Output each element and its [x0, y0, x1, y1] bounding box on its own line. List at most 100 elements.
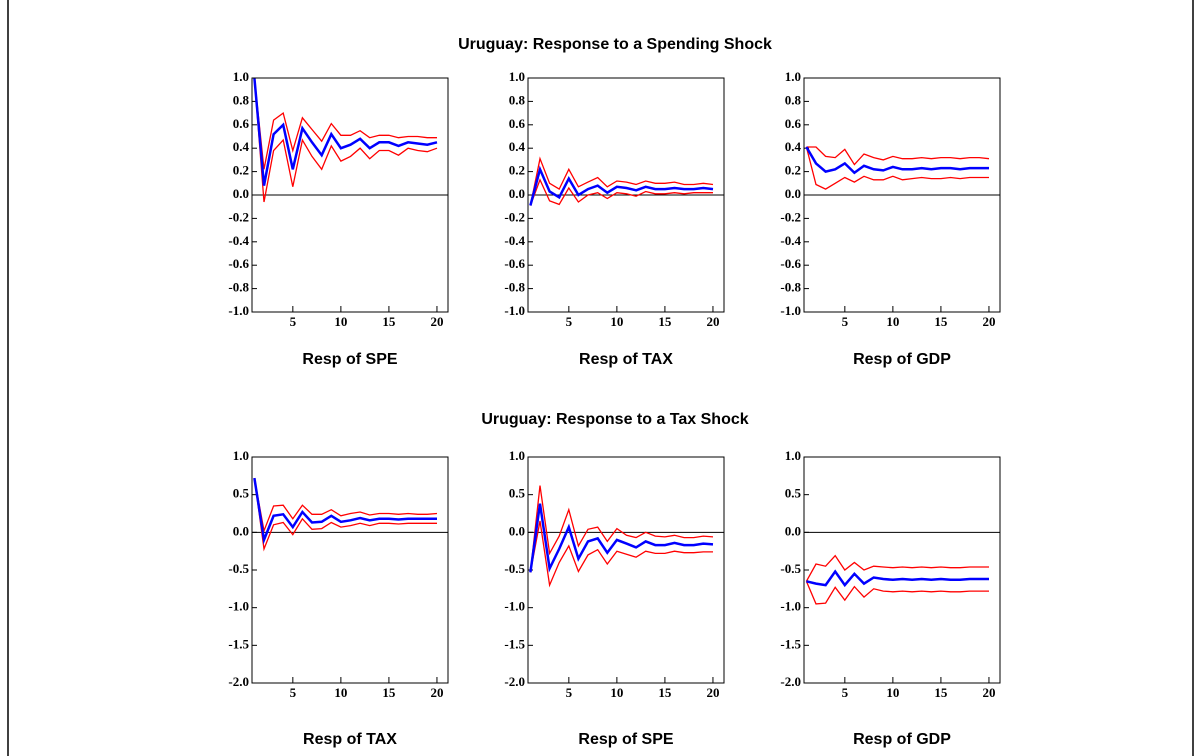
y-tick-label: 0.6: [509, 116, 526, 131]
series-line: [529, 178, 713, 206]
y-tick-label: -2.0: [504, 674, 525, 689]
series-line: [253, 477, 437, 545]
y-tick-label: 0.0: [785, 186, 801, 201]
y-tick-label: -0.4: [228, 233, 249, 248]
y-tick-label: 0.5: [233, 486, 250, 501]
x-tick-label: 10: [610, 685, 623, 700]
x-tick-label: 5: [566, 685, 573, 700]
y-tick-label: 0.2: [509, 163, 525, 178]
y-tick-label: -0.6: [228, 256, 249, 271]
y-tick-label: 1.0: [785, 69, 801, 84]
series-line: [806, 146, 990, 166]
x-axis-label: Resp of GDP: [853, 731, 951, 748]
y-tick-label: 0.0: [233, 523, 249, 538]
x-tick-label: 10: [334, 685, 347, 700]
x-tick-label: 5: [566, 314, 573, 329]
y-tick-label: -0.8: [780, 280, 801, 295]
y-tick-label: 0.8: [509, 92, 526, 107]
y-tick-label: 0.2: [233, 163, 249, 178]
x-tick-label: 10: [610, 314, 623, 329]
x-tick-label: 20: [430, 685, 443, 700]
x-tick-label: 15: [934, 685, 948, 700]
series-line: [529, 503, 714, 573]
y-tick-label: -0.2: [780, 209, 801, 224]
y-tick-label: -1.0: [780, 599, 801, 614]
plot-frame: [527, 77, 725, 313]
y-tick-label: 1.0: [509, 448, 525, 463]
series-line: [805, 146, 989, 175]
plot-frame: [803, 456, 1001, 684]
series-line: [253, 77, 438, 186]
y-tick-label: -2.0: [228, 674, 249, 689]
y-tick-label: -0.2: [228, 209, 249, 224]
y-tick-label: 0.0: [509, 523, 525, 538]
series-line: [529, 165, 714, 206]
x-tick-label: 20: [706, 685, 719, 700]
y-tick-label: 1.0: [509, 69, 525, 84]
y-tick-label: -0.8: [228, 280, 249, 295]
y-tick-label: -0.5: [780, 561, 801, 576]
x-tick-label: 20: [706, 314, 719, 329]
series-line: [253, 478, 437, 552]
series-line: [806, 569, 989, 588]
y-tick-label: 0.8: [233, 92, 250, 107]
series-line: [805, 146, 989, 190]
y-tick-label: 0.5: [509, 486, 526, 501]
y-tick-label: 0.0: [509, 186, 525, 201]
plot-frame: [251, 77, 449, 313]
x-tick-label: 5: [290, 314, 297, 329]
x-axis-label: Resp of GDP: [853, 351, 951, 368]
series-line: [529, 520, 713, 588]
x-tick-label: 20: [430, 314, 443, 329]
series-line: [805, 581, 989, 605]
x-tick-label: 10: [886, 685, 899, 700]
y-tick-label: 0.4: [233, 139, 250, 154]
y-tick-label: 0.2: [785, 163, 801, 178]
x-tick-label: 10: [886, 314, 899, 329]
series-line: [529, 156, 714, 206]
series-line: [805, 554, 989, 582]
y-tick-label: -1.5: [780, 636, 801, 651]
y-tick-label: 0.6: [233, 116, 250, 131]
y-tick-label: 0.0: [785, 523, 801, 538]
y-tick-label: -0.5: [504, 561, 525, 576]
x-tick-label: 15: [658, 685, 672, 700]
x-axis-label: Resp of TAX: [303, 731, 397, 748]
x-tick-label: 5: [842, 314, 849, 329]
series-line: [253, 477, 438, 534]
y-tick-label: 1.0: [785, 448, 801, 463]
y-tick-label: 0.0: [233, 186, 249, 201]
y-tick-label: 1.0: [233, 448, 249, 463]
y-tick-label: -1.0: [504, 599, 525, 614]
y-tick-label: 0.4: [785, 139, 802, 154]
x-tick-label: 15: [658, 314, 672, 329]
plot-frame: [803, 77, 1001, 313]
chart-title: Uruguay: Response to a Tax Shock: [481, 411, 748, 428]
y-tick-label: 0.6: [785, 116, 802, 131]
y-tick-label: -0.6: [504, 256, 525, 271]
y-tick-label: -0.4: [780, 233, 801, 248]
y-tick-label: -1.0: [228, 303, 249, 318]
y-tick-label: 0.5: [785, 486, 802, 501]
y-tick-label: 0.4: [509, 139, 526, 154]
y-tick-label: -1.5: [504, 636, 525, 651]
y-tick-label: -0.2: [504, 209, 525, 224]
y-tick-label: -2.0: [780, 674, 801, 689]
x-tick-label: 20: [982, 685, 995, 700]
x-tick-label: 15: [382, 685, 396, 700]
chart-title: Uruguay: Response to a Spending Shock: [458, 36, 772, 53]
x-axis-label: Resp of SPE: [302, 351, 397, 368]
x-tick-label: 5: [290, 685, 297, 700]
y-tick-label: -0.8: [504, 280, 525, 295]
x-tick-label: 20: [982, 314, 995, 329]
y-tick-label: 1.0: [233, 69, 249, 84]
x-tick-label: 15: [934, 314, 948, 329]
y-tick-label: -1.0: [780, 303, 801, 318]
y-tick-label: -1.0: [504, 303, 525, 318]
y-tick-label: -0.5: [228, 561, 249, 576]
x-tick-label: 10: [334, 314, 347, 329]
series-line: [529, 485, 714, 573]
x-tick-label: 15: [382, 314, 396, 329]
y-tick-label: -1.5: [228, 636, 249, 651]
